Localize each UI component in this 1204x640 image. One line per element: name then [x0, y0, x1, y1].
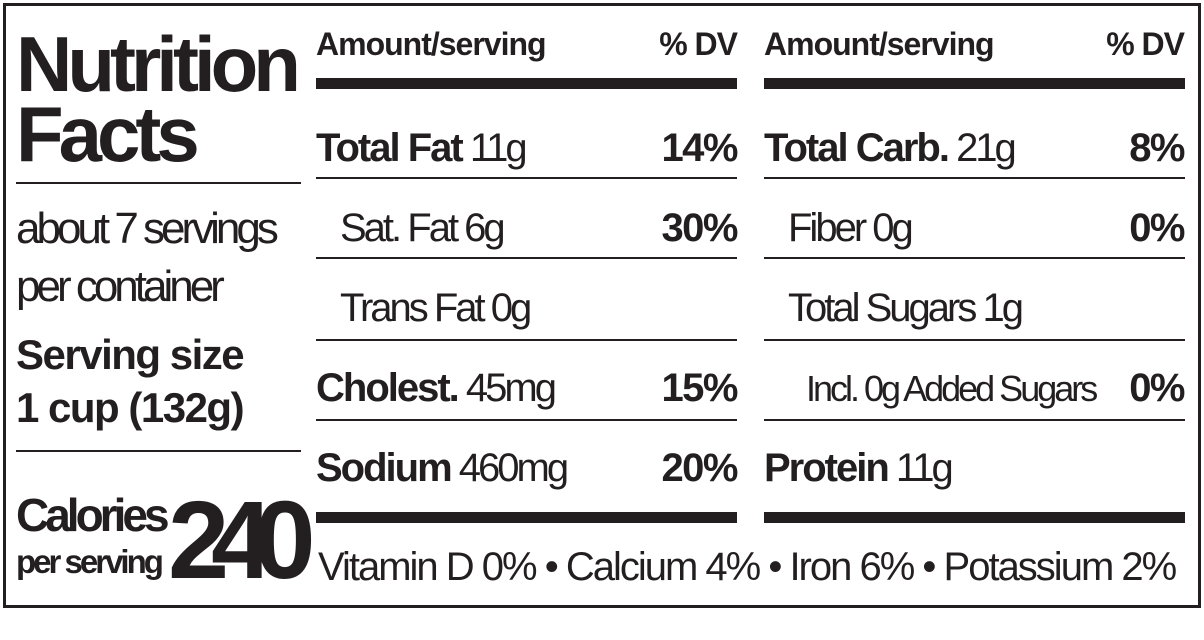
nutrient-name: Total Fat — [316, 126, 464, 170]
nutrient-amount: 45mg — [465, 366, 557, 410]
divider — [16, 182, 301, 184]
thick-divider — [764, 78, 1185, 89]
row-added-sugars: Incl. 0g Added Sugars — [806, 368, 1098, 409]
thick-divider — [316, 512, 737, 523]
nutrient-amount: 11g — [895, 446, 954, 490]
row-cholesterol: Cholest. 45mg — [316, 366, 557, 410]
serving-size-label: Serving size — [16, 331, 245, 378]
right-header-dv: % DV — [1106, 26, 1185, 62]
thick-divider — [316, 78, 737, 89]
row-total-carb: Total Carb. 21g — [764, 126, 1017, 170]
nutrient-name: Sodium — [316, 446, 453, 490]
row-divider — [316, 339, 737, 341]
row-divider — [764, 177, 1185, 179]
dv-fiber: 0% — [1129, 206, 1185, 250]
row-total-fat: Total Fat 11g — [316, 126, 528, 170]
servings-per-container: about 7 servings — [16, 204, 279, 253]
nutrient-amount: 21g — [956, 126, 1017, 170]
left-header-amount: Amount/serving — [316, 26, 547, 62]
row-divider — [764, 257, 1185, 259]
dv-cholesterol: 15% — [661, 366, 738, 410]
nutrient-amount: 11g — [469, 126, 528, 170]
nutrient-name: Cholest. — [316, 366, 460, 410]
calories-value: 240 — [168, 479, 315, 602]
left-header-dv: % DV — [659, 26, 738, 62]
row-total-sugars: Total Sugars 1g — [788, 286, 1024, 330]
row-fiber: Fiber 0g — [788, 206, 914, 250]
dv-sat-fat: 30% — [661, 206, 738, 250]
calories-per-serving: per serving — [16, 543, 164, 580]
dv-total-fat: 14% — [661, 126, 738, 170]
nutrient-name: Total Carb. — [764, 126, 950, 170]
row-divider — [764, 339, 1185, 341]
vitamins-minerals: Vitamin D 0% • Calcium 4% • Iron 6% • Po… — [318, 545, 1177, 589]
serving-size-value: 1 cup (132g) — [16, 384, 245, 431]
row-divider — [316, 177, 737, 179]
nutrient-name: Protein — [764, 446, 890, 490]
row-divider — [316, 257, 737, 259]
dv-total-carb: 8% — [1129, 126, 1185, 170]
row-divider — [764, 419, 1185, 421]
dv-added-sugars: 0% — [1129, 366, 1185, 410]
calories-label: Calories — [16, 489, 170, 541]
row-protein: Protein 11g — [764, 446, 954, 490]
row-divider — [316, 419, 737, 421]
dv-sodium: 20% — [661, 446, 738, 490]
title-facts: Facts — [16, 90, 200, 178]
right-header-amount: Amount/serving — [764, 26, 995, 62]
nutrition-facts-label — [3, 3, 1201, 608]
nutrient-amount: 460mg — [458, 446, 569, 490]
row-sat-fat: Sat. Fat 6g — [340, 206, 506, 250]
row-sodium: Sodium 460mg — [316, 446, 569, 490]
title-nutrition: Nutrition — [16, 20, 301, 108]
row-trans-fat: Trans Fat 0g — [340, 286, 532, 330]
thick-divider — [764, 512, 1185, 523]
divider — [16, 450, 301, 452]
servings-per-container-2: per container — [16, 262, 225, 311]
